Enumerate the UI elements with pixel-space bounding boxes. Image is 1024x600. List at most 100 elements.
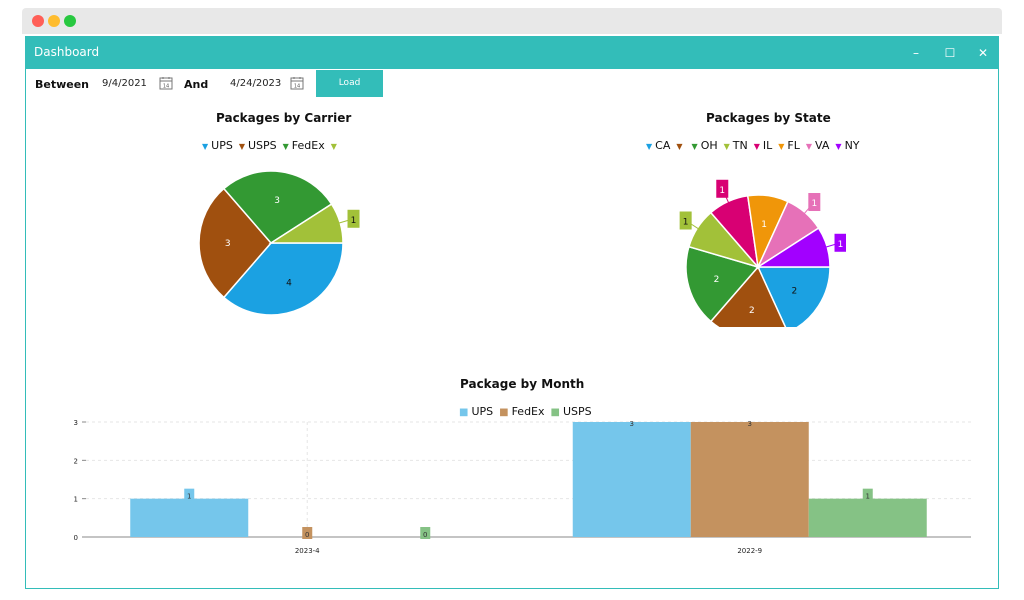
legend-triangle-icon: ▼ — [691, 142, 698, 151]
carrier-chart-title: Packages by Carrier — [216, 111, 352, 125]
pie-data-label: 1 — [719, 186, 725, 196]
x-tick-label: 2022-9 — [737, 547, 762, 555]
legend-triangle-icon: ▼ — [805, 142, 813, 151]
legend-label: UPS — [211, 139, 233, 152]
bar-data-label: 3 — [630, 420, 634, 428]
bar — [130, 498, 249, 537]
callout-box — [716, 179, 729, 198]
start-calendar-icon[interactable]: 14 — [159, 76, 173, 90]
callout-box — [347, 209, 360, 228]
legend-item: ▼ TN — [724, 139, 748, 152]
pie-data-label: 2 — [749, 306, 755, 316]
svg-text:14: 14 — [163, 84, 169, 90]
legend-label: FL — [787, 139, 800, 152]
legend-label: OH — [700, 139, 718, 152]
legend-item: ▼ OH — [692, 139, 718, 152]
bar-data-label: 0 — [305, 531, 309, 539]
minimize-icon[interactable]: – — [913, 46, 919, 60]
state-pie-chart: 2 2 2 1 1 1 1 1 — [679, 179, 846, 327]
load-button[interactable]: Load — [316, 70, 383, 97]
y-tick-label: 2 — [74, 457, 78, 465]
bar-data-label: 3 — [748, 420, 752, 428]
pie-data-label: 3 — [225, 239, 231, 249]
pie-data-label: 2 — [714, 275, 720, 285]
bar-label-box — [302, 527, 313, 539]
legend-item: ■ UPS — [459, 405, 493, 418]
legend-label: USPS — [247, 139, 277, 152]
legend-label: USPS — [562, 405, 592, 418]
bar-label-box — [862, 488, 873, 501]
pie-slice — [222, 242, 344, 316]
svg-text:14: 14 — [294, 84, 300, 90]
zoom-dot-icon[interactable] — [64, 15, 76, 27]
legend-triangle-icon: ▼ — [676, 142, 683, 151]
legend-item: ▼ CA — [646, 139, 670, 152]
legend-item: ▼ FedEx — [283, 139, 325, 152]
legend-item: ▼ NY — [835, 139, 859, 152]
pie-slice — [685, 245, 760, 323]
legend-item: ▼ USPS — [239, 139, 277, 152]
legend-triangle-icon: ▼ — [330, 142, 337, 151]
legend-triangle-icon: ▼ — [723, 142, 730, 151]
pie-slice — [756, 266, 831, 327]
bar — [808, 498, 927, 537]
carrier-legend: ▼ UPS ▼ USPS ▼ FedEx ▼ — [202, 139, 346, 152]
legend-item: ▼ FL — [778, 139, 800, 152]
and-label: And — [184, 78, 209, 91]
legend-square-icon: ■ — [499, 407, 509, 418]
legend-triangle-icon: ▼ — [778, 142, 785, 151]
bar — [572, 422, 691, 537]
bar-data-label: 1 — [187, 493, 191, 501]
bar-data-label: 0 — [423, 531, 427, 539]
pie-data-label: 1 — [838, 240, 844, 250]
legend-triangle-icon: ▼ — [835, 142, 842, 151]
legend-square-icon: ■ — [459, 407, 469, 418]
bar-data-label: 1 — [866, 493, 870, 501]
legend-label: CA — [655, 139, 671, 152]
legend-label: TN — [732, 139, 748, 152]
legend-label: IL — [762, 139, 773, 152]
legend-label: VA — [815, 139, 830, 152]
bar-label-box — [420, 527, 431, 539]
legend-item: ▼ IL — [754, 139, 773, 152]
close-dot-icon[interactable] — [32, 15, 44, 27]
callout-box — [834, 233, 846, 252]
legend-triangle-icon: ▼ — [238, 142, 245, 151]
legend-item: ▼ — [676, 139, 685, 152]
legend-item: ▼ — [331, 139, 340, 152]
pie-data-label: 4 — [286, 278, 292, 288]
end-calendar-icon[interactable]: 14 — [290, 76, 304, 90]
callout-box — [679, 211, 692, 230]
bar — [690, 422, 809, 537]
legend-triangle-icon: ▼ — [202, 142, 209, 151]
title-bar: Dashboard – ☐ ✕ — [26, 37, 998, 69]
month-chart-title: Package by Month — [460, 377, 585, 391]
pie-slice — [709, 265, 787, 327]
pie-data-label: 1 — [761, 220, 767, 230]
legend-label: FedEx — [291, 139, 325, 152]
maximize-icon[interactable]: ☐ — [944, 46, 956, 60]
y-tick-label: 1 — [74, 496, 78, 504]
legend-triangle-icon: ▼ — [753, 142, 760, 151]
start-date-field[interactable]: 9/4/2021 — [102, 78, 147, 89]
pie-data-label: 1 — [683, 218, 689, 228]
dashboard-window: Dashboard – ☐ ✕ Between 9/4/2021 14 And … — [25, 36, 999, 589]
legend-square-icon: ■ — [550, 407, 560, 418]
y-tick-label: 0 — [74, 534, 78, 542]
month-bar-chart: 0 1 2 3 2023-4 1 0 0 2022-9 3 3 1 — [74, 419, 971, 555]
legend-label: NY — [844, 139, 860, 152]
pie-data-label: 1 — [811, 199, 817, 209]
month-legend: ■ UPS ■ FedEx ■ USPS — [459, 405, 598, 418]
end-date-field[interactable]: 4/24/2023 — [230, 78, 282, 89]
state-chart-title: Packages by State — [706, 111, 831, 125]
mac-window-chrome — [22, 8, 1002, 34]
between-label: Between — [35, 78, 90, 91]
legend-item: ■ USPS — [551, 405, 592, 418]
window-title: Dashboard — [34, 45, 100, 59]
pie-data-label: 3 — [274, 196, 280, 206]
legend-item: ▼ VA — [806, 139, 830, 152]
legend-label: FedEx — [511, 405, 545, 418]
x-tick-label: 2023-4 — [295, 547, 320, 555]
minimize-dot-icon[interactable] — [48, 15, 60, 27]
close-icon[interactable]: ✕ — [977, 46, 989, 60]
